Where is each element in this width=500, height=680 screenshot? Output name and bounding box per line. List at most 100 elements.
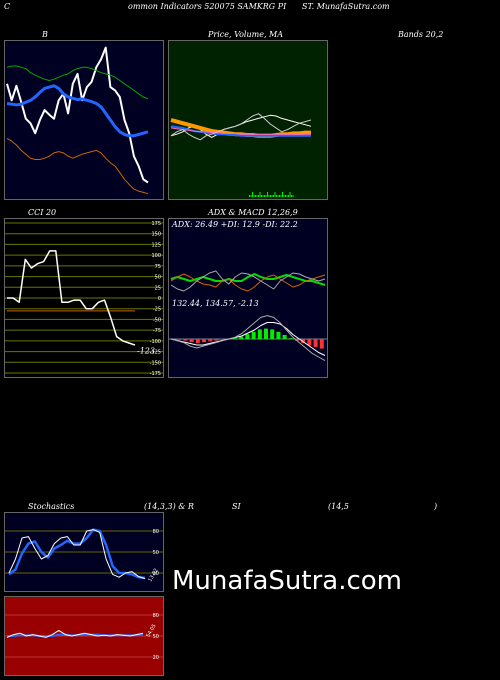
macd-histogram [177,328,324,349]
cci-tick-label: 100 [151,253,161,259]
volume-bar [259,192,261,197]
stoch-d-line [8,528,146,580]
macd-bar [183,339,188,341]
macd-bar [214,339,219,341]
volume-bar [289,192,291,197]
volume-bar [268,195,270,197]
cci-tick-label: -100 [150,339,161,345]
cci-line [7,250,136,346]
stoch-tick-label: 50 [153,550,159,556]
cci-tick-label: -25 [153,307,161,313]
bollinger-chart [6,46,149,195]
volume-bar [270,195,271,197]
price-ma-line-4 [170,113,312,141]
rsi-tick-label: 80 [153,613,159,619]
cci-tick-label: -125 [150,350,161,356]
bollinger-line-0 [6,46,149,184]
price-ma-panel [168,40,328,200]
cci-tick-label: 175 [151,221,161,227]
cci-tick-label: -50 [153,317,161,323]
rsi-title-close: ) [434,502,438,511]
cci-tick-label: 125 [151,242,161,248]
adx-macd-chart [169,270,327,362]
volume-bar [276,195,277,197]
header-right: ST. MunafaSutra.com [302,2,390,11]
macd-bar [264,328,268,339]
volume-bar [274,192,276,197]
rsi-title: SI [232,502,241,511]
macd-bar [245,334,250,339]
macd-bar [220,339,225,340]
volume-bar [288,195,289,197]
watermark: MunafaSutra.com [172,566,403,596]
cci-tick-label: 0 [158,296,161,302]
macd-bar [208,339,213,342]
volume-bars [249,192,294,197]
macd-bar [257,329,262,339]
volume-bar [283,195,285,197]
adx-values: ADX: 26.49 +DI: 12.9 -DI: 22.2 [172,220,298,229]
macd-bar [295,339,299,341]
bollinger-line-3 [6,137,149,195]
cci-tick-label: 75 [155,264,161,270]
volume-bar [291,195,292,197]
bollinger-title-left: B [42,30,48,39]
rsi-panel: 80 50 20 54.05 [4,596,164,676]
cci-tick-label: -75 [153,328,161,334]
volume-bar [285,195,286,197]
stoch-tick-label: 20 [153,571,159,577]
macd-bar [301,339,306,343]
cci-tick-label: 150 [151,232,161,238]
volume-bar [255,195,256,197]
stoch-title: Stochastics [28,502,75,511]
macd-bar [270,329,275,339]
volume-bar [262,195,264,197]
bollinger-panel [4,40,164,200]
macd-bar [251,331,256,339]
bollinger-line-1 [6,84,149,138]
price-ma-line-3 [170,127,311,135]
price-ma-title: Price, Volume, MA [208,30,284,39]
volume-bar [279,195,280,197]
volume-bar [286,195,288,197]
macd-bar [319,339,324,349]
macd-bar [195,339,200,343]
rsi-title-params: (14,5 [328,502,349,511]
price-ma-chart [170,113,312,197]
cci-panel: 175 150 125 100 75 50 25 0 -25 -50 -75 -100 -125 -150… [4,218,164,378]
stochastics-panel: 80 50 20 13.52 [4,512,164,592]
adx-line-2 [170,270,326,292]
rsi-tick-label: 20 [153,655,159,661]
volume-bar [261,195,262,197]
macd-bar [282,335,287,339]
volume-bar [264,195,265,197]
header-center: ommon Indicators 520075 SAMKRG PI [128,2,287,11]
cci-value-label: -123 [137,347,155,356]
bollinger-title-right: Bands 20,2 [398,30,444,39]
macd-bar [239,336,244,339]
volume-bar [267,192,268,197]
cci-tick-label: -175 [150,371,161,377]
stoch-title-mid: (14,3,3) & R [144,502,194,511]
macd-values: 132.44, 134.57, -2.13 [172,299,259,308]
cci-title: CCI 20 [28,208,57,217]
stoch-tick-label: 80 [153,529,159,535]
macd-bar [276,331,281,339]
cci-tick-label: 25 [155,285,161,291]
volume-bar [252,192,253,197]
volume-bar [273,195,274,197]
volume-bar [271,195,273,197]
macd-signal-line [170,322,326,356]
cci-chart: 175 150 125 100 75 50 25 0 -25 -50 -75 -100 -125 -150… [5,221,163,377]
volume-bar [250,195,252,197]
macd-bar [233,338,237,339]
volume-bar [277,195,279,197]
volume-bar [249,195,250,197]
volume-bar [256,195,258,197]
header-left: C [4,2,11,11]
macd-bar [307,339,312,346]
adx-line-0 [170,273,326,286]
volume-bar [292,195,294,197]
rsi-line [6,629,144,638]
